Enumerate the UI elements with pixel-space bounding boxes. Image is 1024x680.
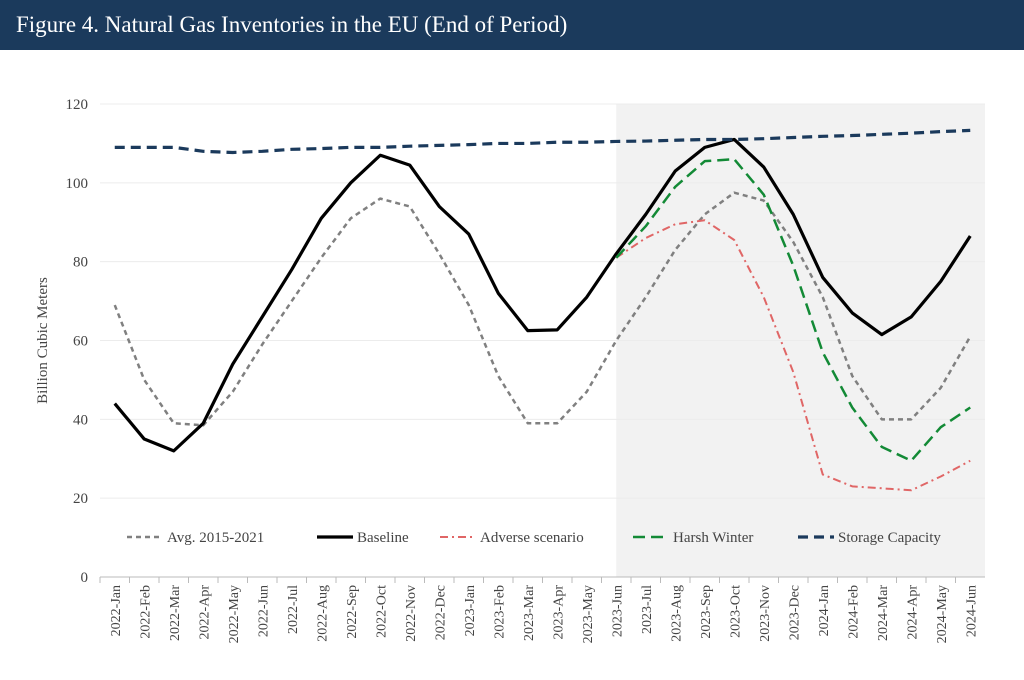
- x-tick-label: 2022-Oct: [374, 585, 389, 638]
- x-tick-label: 2023-Jun: [610, 585, 625, 637]
- series-line-avg-2015-2021: [113, 191, 972, 427]
- x-tick-label: 2023-Dec: [787, 585, 802, 640]
- x-tick-label: 2022-Feb: [138, 585, 153, 639]
- x-tick-label: 2022-Nov: [404, 585, 419, 642]
- series-line-baseline: [113, 137, 972, 453]
- series-line-adverse-scenario: [615, 219, 971, 492]
- x-tick-label: 2023-Apr: [551, 585, 566, 640]
- legend-label: Avg. 2015-2021: [167, 530, 264, 546]
- x-tick-label: 2024-Mar: [876, 585, 891, 641]
- x-tick-label: 2023-Mar: [522, 585, 537, 641]
- x-tick-label: 2024-May: [935, 585, 950, 643]
- chart-title: Figure 4. Natural Gas Inventories in the…: [0, 0, 1024, 50]
- legend-label: Storage Capacity: [838, 530, 941, 546]
- x-tick-label: 2023-Oct: [728, 585, 743, 638]
- x-tick-label: 2023-Sep: [699, 585, 714, 639]
- y-tick-label: 100: [66, 176, 89, 192]
- series-line-harsh-winter: [615, 157, 971, 462]
- y-tick-label: 60: [73, 334, 88, 350]
- x-tick-label: 2022-Apr: [197, 585, 212, 640]
- x-tick-label: 2023-Jul: [640, 585, 655, 634]
- y-axis-label: Billion Cubic Meters: [35, 277, 51, 404]
- legend-label: Baseline: [357, 530, 409, 546]
- x-tick-label: 2023-Jan: [463, 585, 478, 636]
- x-tick-label: 2023-Feb: [492, 585, 507, 639]
- x-tick-label: 2024-Apr: [905, 585, 920, 640]
- x-tick-label: 2023-Nov: [758, 585, 773, 642]
- y-tick-label: 120: [66, 97, 89, 113]
- y-tick-label: 80: [73, 255, 88, 271]
- x-tick-label: 2024-Feb: [846, 585, 861, 639]
- x-tick-label: 2022-May: [227, 585, 242, 643]
- x-tick-label: 2024-Jan: [817, 585, 832, 636]
- x-tick-label: 2022-Jan: [109, 585, 124, 636]
- x-tick-label: 2023-May: [581, 585, 596, 643]
- y-tick-label: 40: [73, 412, 88, 428]
- x-tick-label: 2022-Aug: [315, 585, 330, 642]
- x-tick-label: 2022-Mar: [168, 585, 183, 641]
- x-tick-label: 2022-Dec: [433, 585, 448, 640]
- x-tick-label: 2022-Sep: [345, 585, 360, 639]
- x-tick-label: 2024-Jun: [964, 585, 979, 637]
- legend-label: Adverse scenario: [480, 530, 584, 546]
- y-tick-label: 20: [73, 491, 88, 507]
- legend-label: Harsh Winter: [673, 530, 753, 546]
- series-line-storage-capacity: [114, 128, 971, 155]
- y-tick-label: 0: [81, 570, 89, 586]
- x-tick-label: 2023-Aug: [669, 585, 684, 642]
- x-tick-label: 2022-Jul: [286, 585, 301, 634]
- x-tick-label: 2022-Jun: [256, 585, 271, 637]
